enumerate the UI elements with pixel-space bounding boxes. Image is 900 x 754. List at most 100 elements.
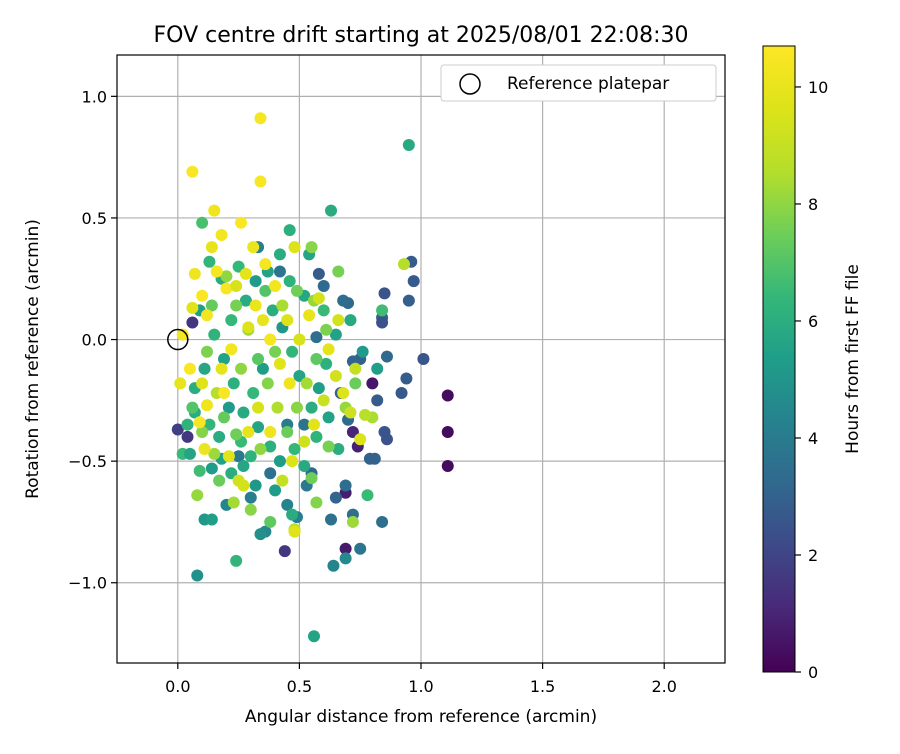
data-points [171, 112, 454, 643]
data-point [186, 301, 199, 314]
data-point [259, 284, 272, 297]
data-point [281, 314, 294, 327]
data-point [256, 362, 269, 375]
x-axis-label: Angular distance from reference (arcmin) [245, 707, 597, 727]
data-point [288, 442, 301, 455]
data-point [283, 377, 296, 390]
data-point [218, 411, 231, 424]
legend-entry-reference: Reference platepar [507, 74, 669, 94]
data-point [222, 401, 235, 414]
data-point [378, 287, 391, 300]
data-point [205, 462, 218, 475]
data-point [322, 343, 335, 356]
colorbar-tick-label: 0 [808, 663, 818, 682]
data-point [193, 416, 206, 429]
data-point [196, 377, 209, 390]
data-point [237, 479, 250, 492]
data-point [244, 491, 257, 504]
data-point [346, 515, 359, 528]
data-point [276, 299, 289, 312]
data-point [417, 353, 430, 365]
data-point [249, 299, 262, 312]
data-point [230, 554, 243, 567]
data-point [305, 472, 318, 485]
data-point [269, 484, 282, 497]
data-point [310, 430, 323, 443]
data-point [325, 513, 338, 526]
data-point [269, 345, 282, 358]
data-point [247, 241, 260, 254]
data-point [298, 460, 311, 473]
data-point [205, 299, 218, 312]
data-point [254, 175, 267, 188]
data-point [269, 280, 282, 293]
data-point [220, 270, 233, 283]
data-point [254, 442, 267, 455]
data-point [213, 430, 226, 443]
data-point [298, 435, 311, 448]
colorbar-tick-label: 6 [808, 312, 818, 331]
data-point [191, 489, 204, 502]
data-point [218, 387, 231, 400]
data-point [266, 304, 279, 317]
data-point [188, 267, 201, 280]
data-point [310, 331, 323, 344]
data-point [320, 323, 333, 336]
y-tick-label: 0.5 [82, 209, 107, 228]
data-point [232, 260, 245, 273]
data-point [380, 433, 393, 446]
data-point [273, 248, 286, 261]
y-axis-label: Rotation from reference (arcmin) [23, 219, 43, 499]
data-point [329, 328, 342, 341]
data-point [271, 401, 284, 414]
data-point [203, 255, 216, 268]
data-point [264, 333, 277, 346]
legend: Reference platepar [440, 64, 717, 102]
y-tick-label: 1.0 [82, 87, 107, 106]
data-point [254, 528, 267, 541]
legend-box [440, 64, 717, 102]
data-point [344, 314, 357, 327]
data-point [256, 314, 269, 327]
colorbar-tick-label: 2 [808, 546, 818, 565]
data-point [252, 401, 265, 414]
data-point [288, 241, 301, 254]
data-point [332, 265, 345, 278]
data-point [215, 362, 228, 375]
data-point [186, 165, 199, 178]
data-point [227, 377, 240, 390]
data-point [264, 467, 277, 480]
data-point [339, 479, 352, 492]
data-point [346, 425, 359, 438]
data-point [220, 282, 233, 295]
data-point [366, 377, 379, 390]
data-point [181, 430, 194, 443]
data-point [196, 289, 209, 302]
chart-title: FOV centre drift starting at 2025/08/01 … [154, 23, 689, 48]
data-point [339, 552, 352, 565]
data-point [371, 394, 384, 407]
data-point [237, 406, 250, 419]
data-point [281, 425, 294, 438]
data-point [203, 418, 216, 431]
data-point [235, 216, 248, 229]
data-point [329, 370, 342, 383]
data-point [232, 450, 245, 463]
data-point [290, 401, 303, 414]
data-point [310, 496, 323, 509]
data-point [186, 316, 199, 329]
data-point [242, 425, 255, 438]
data-point [356, 345, 369, 358]
data-point [278, 545, 291, 558]
colorbar-gradient [762, 45, 796, 673]
data-point [225, 314, 238, 327]
data-point [252, 421, 265, 434]
colorbar-tick-label: 4 [808, 429, 818, 448]
data-point [237, 460, 250, 473]
data-point [264, 440, 277, 453]
data-point [213, 474, 226, 487]
data-point [320, 357, 333, 370]
data-point [196, 216, 209, 229]
data-point [259, 258, 272, 271]
data-point [198, 362, 211, 375]
